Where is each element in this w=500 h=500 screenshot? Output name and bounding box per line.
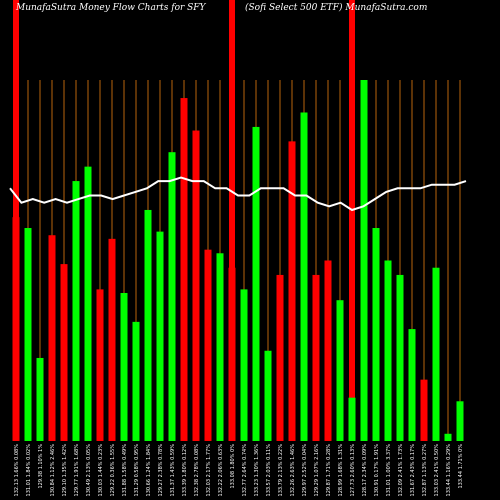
money-flow-bar [84, 166, 92, 441]
x-tick-label: 129.87 1.71% 0.28% [326, 444, 332, 497]
money-flow-bar [60, 264, 68, 441]
x-tick-label: 131.01 1.84% 0.02% [26, 444, 32, 497]
x-tick-label: 132.26 2.63% 1.46% [290, 444, 296, 497]
x-tick-label: 133.57 2.03% 0.11% [266, 444, 272, 497]
money-flow-bar [48, 235, 56, 441]
x-tick-label: 132.38 2.78% 0.08% [194, 444, 200, 497]
x-tick-label: 130.91 0.17% 1.91% [374, 444, 380, 497]
x-tick-label: 133.79 2.13% 0.22% [278, 444, 284, 497]
trend-line [9, 176, 467, 212]
x-tick-label: 131.01 1.00% 3.37% [386, 444, 392, 497]
money-flow-bar [396, 274, 404, 441]
x-tick-label: 129.22 0.36% 1.55% [110, 444, 116, 497]
money-flow-bar [108, 238, 116, 441]
money-flow-bar [348, 397, 356, 441]
x-tick-label: 133.44 1.16% 0.29% [446, 444, 452, 497]
money-flow-bar [72, 181, 80, 441]
x-tick-label: 128.99 1.68% 1.31% [338, 444, 344, 497]
money-flow-bar [408, 329, 416, 441]
money-flow-bar [36, 357, 44, 441]
money-flow-bar [372, 228, 380, 441]
x-tick-label: 131.88 1.58% 0.49% [122, 444, 128, 497]
money-flow-bar [192, 130, 200, 442]
money-flow-bar [240, 289, 248, 441]
x-tick-label: 130.66 1.24% 1.84% [146, 444, 152, 497]
x-tick-label: 132.77 2.64% 0.74% [242, 444, 248, 497]
money-flow-bar [180, 98, 188, 442]
money-flow-bar [168, 152, 176, 441]
x-tick-label: 133.23 1.30% 1.36% [254, 444, 260, 497]
x-tick-label: 130.03 1.44% 0.23% [98, 444, 104, 497]
money-flow-bar [312, 274, 320, 441]
money-flow-bar [132, 321, 140, 441]
money-flow-bar [96, 289, 104, 441]
money-flow-bar [144, 209, 152, 441]
x-tick-label: 132.03 2.17% 1.77% [206, 444, 212, 497]
x-tick-label: 132.13 1.66% 0.08% [14, 444, 20, 497]
money-flow-bar [384, 260, 392, 441]
x-tick-label: 130.84 1.12% 2.46% [50, 444, 56, 497]
chart-subtitle: (Sofi Select 500 ETF) MunafaSutra.com [245, 2, 427, 13]
x-tick-label: 129.10 1.35% 1.42% [62, 444, 68, 497]
money-flow-bar [264, 350, 272, 441]
money-flow-bar [432, 267, 440, 441]
money-flow-bar [420, 379, 428, 441]
x-tick-label: 131.37 1.43% 0.59% [170, 444, 176, 497]
x-tick-label: 129.97 2.52% 0.04% [302, 444, 308, 497]
x-tick-label: 132.87 1.13% 0.27% [422, 444, 428, 497]
money-flow-bar [24, 228, 32, 441]
x-tick-label: 132.22 2.06% 0.63% [218, 444, 224, 497]
x-tick-label: 133.44 1.71% 0% [458, 444, 464, 489]
money-flow-bar [276, 274, 284, 441]
money-flow-bar [204, 249, 212, 441]
money-flow-bar [228, 267, 236, 441]
money-flow-bar [252, 126, 260, 442]
highlight-column [229, 0, 235, 441]
x-tick-label: 131.67 2.43% 0.17% [410, 444, 416, 497]
money-flow-bar [456, 401, 464, 441]
money-flow-bar [288, 141, 296, 441]
money-flow-bar [300, 112, 308, 442]
money-flow-bar [156, 231, 164, 441]
money-flow-bar [336, 300, 344, 441]
x-tick-label: 129.77 1.91% 1.68% [74, 444, 80, 497]
money-flow-bar [444, 433, 452, 441]
highlight-column [349, 0, 355, 441]
money-flow-bar [324, 260, 332, 441]
x-tick-label: 131.29 0.58% 0.95% [134, 444, 140, 497]
money-flow-bar [360, 80, 368, 441]
money-flow-bar [120, 292, 128, 441]
money-flow-bar [216, 253, 224, 441]
money-flow-bar [12, 217, 20, 441]
x-tick-label: 132.09 2.41% 1.73% [398, 444, 404, 497]
x-tick-label: 128.17 2.34% 0.09% [362, 444, 368, 497]
x-tick-label: 130.49 2.13% 0.05% [86, 444, 92, 497]
x-tick-label: 129.29 1.07% 2.16% [314, 444, 320, 497]
x-tick-label: 129.27 2.38% 0.78% [158, 444, 164, 497]
x-tick-label: 133.03 2.41% 0.50% [434, 444, 440, 497]
x-tick-label: 133.08 1.80% 0% [230, 444, 236, 489]
chart-title: MunafaSutra Money Flow Charts for SFY [15, 3, 207, 13]
x-tick-label: 133.39 1.80% 0.12% [182, 444, 188, 497]
x-tick-label: 129.38 1.10% 1% [38, 444, 44, 489]
x-tick-label: 127.73 2.60% 0.13% [350, 444, 356, 497]
